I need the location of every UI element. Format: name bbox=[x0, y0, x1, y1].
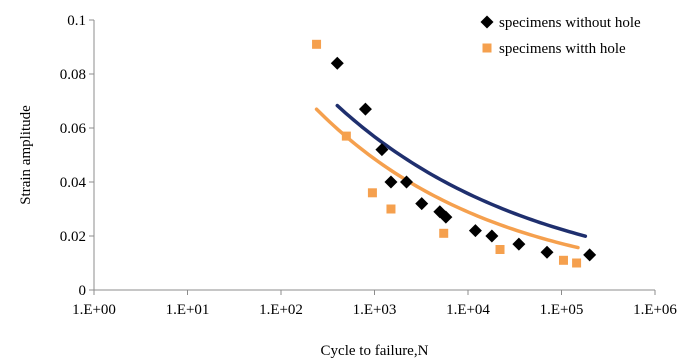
y-tick-label: 0.02 bbox=[60, 229, 86, 245]
y-axis-title: Strain amplitude bbox=[18, 105, 34, 205]
x-tick-label: 1.E+05 bbox=[540, 302, 584, 318]
point-with-hole bbox=[367, 188, 377, 198]
x-tick-label: 1.E+04 bbox=[446, 302, 490, 318]
legend-label: specimens without hole bbox=[499, 15, 641, 31]
point-without-hole bbox=[485, 229, 499, 243]
point-without-hole bbox=[439, 210, 453, 224]
point-with-hole bbox=[386, 204, 396, 214]
trend-line-without-hole bbox=[335, 103, 588, 238]
point-without-hole bbox=[400, 175, 414, 189]
point-without-hole bbox=[512, 237, 526, 251]
y-tick-label: 0.08 bbox=[60, 67, 86, 83]
y-tick-labels: 0 0.02 0.04 0.06 0.08 0.1 bbox=[60, 13, 87, 299]
x-tick-label: 1.E+06 bbox=[633, 302, 677, 318]
point-with-hole bbox=[439, 228, 449, 238]
y-tick-label: 0.04 bbox=[60, 175, 87, 191]
y-tick-label: 0.1 bbox=[67, 13, 86, 29]
x-tick-label: 1.E+02 bbox=[259, 302, 303, 318]
point-with-hole bbox=[572, 258, 582, 268]
axes bbox=[89, 19, 656, 295]
point-with-hole bbox=[341, 131, 351, 141]
x-axis-title: Cycle to failure,N bbox=[321, 343, 429, 359]
x-tick-label: 1.E+01 bbox=[166, 302, 210, 318]
x-tick-label: 1.E+03 bbox=[353, 302, 397, 318]
point-without-hole bbox=[583, 248, 597, 262]
point-without-hole bbox=[468, 224, 482, 238]
y-tick-label: 0 bbox=[79, 283, 87, 299]
x-tick-label: 1.E+00 bbox=[72, 302, 116, 318]
point-with-hole bbox=[312, 39, 322, 49]
point-without-hole bbox=[375, 143, 389, 157]
y-tick-label: 0.06 bbox=[60, 121, 87, 137]
point-without-hole bbox=[330, 56, 344, 70]
legend-label: specimens witth hole bbox=[499, 41, 626, 57]
legend-marker-without-hole bbox=[480, 15, 494, 29]
x-tick-labels: 1.E+00 1.E+01 1.E+02 1.E+03 1.E+04 1.E+05 1.E+… bbox=[72, 302, 677, 318]
point-without-hole bbox=[415, 197, 429, 211]
trend-line-with-hole bbox=[314, 107, 580, 250]
trend-lines bbox=[314, 103, 588, 250]
point-without-hole bbox=[540, 245, 554, 259]
point-without-hole bbox=[384, 175, 398, 189]
point-with-hole bbox=[495, 245, 505, 254]
legend: specimens without hole specimens witth ho… bbox=[480, 15, 641, 57]
point-with-hole bbox=[558, 255, 568, 265]
point-without-hole bbox=[358, 102, 372, 116]
data-points bbox=[312, 39, 597, 268]
legend-marker-with-hole bbox=[482, 43, 492, 53]
